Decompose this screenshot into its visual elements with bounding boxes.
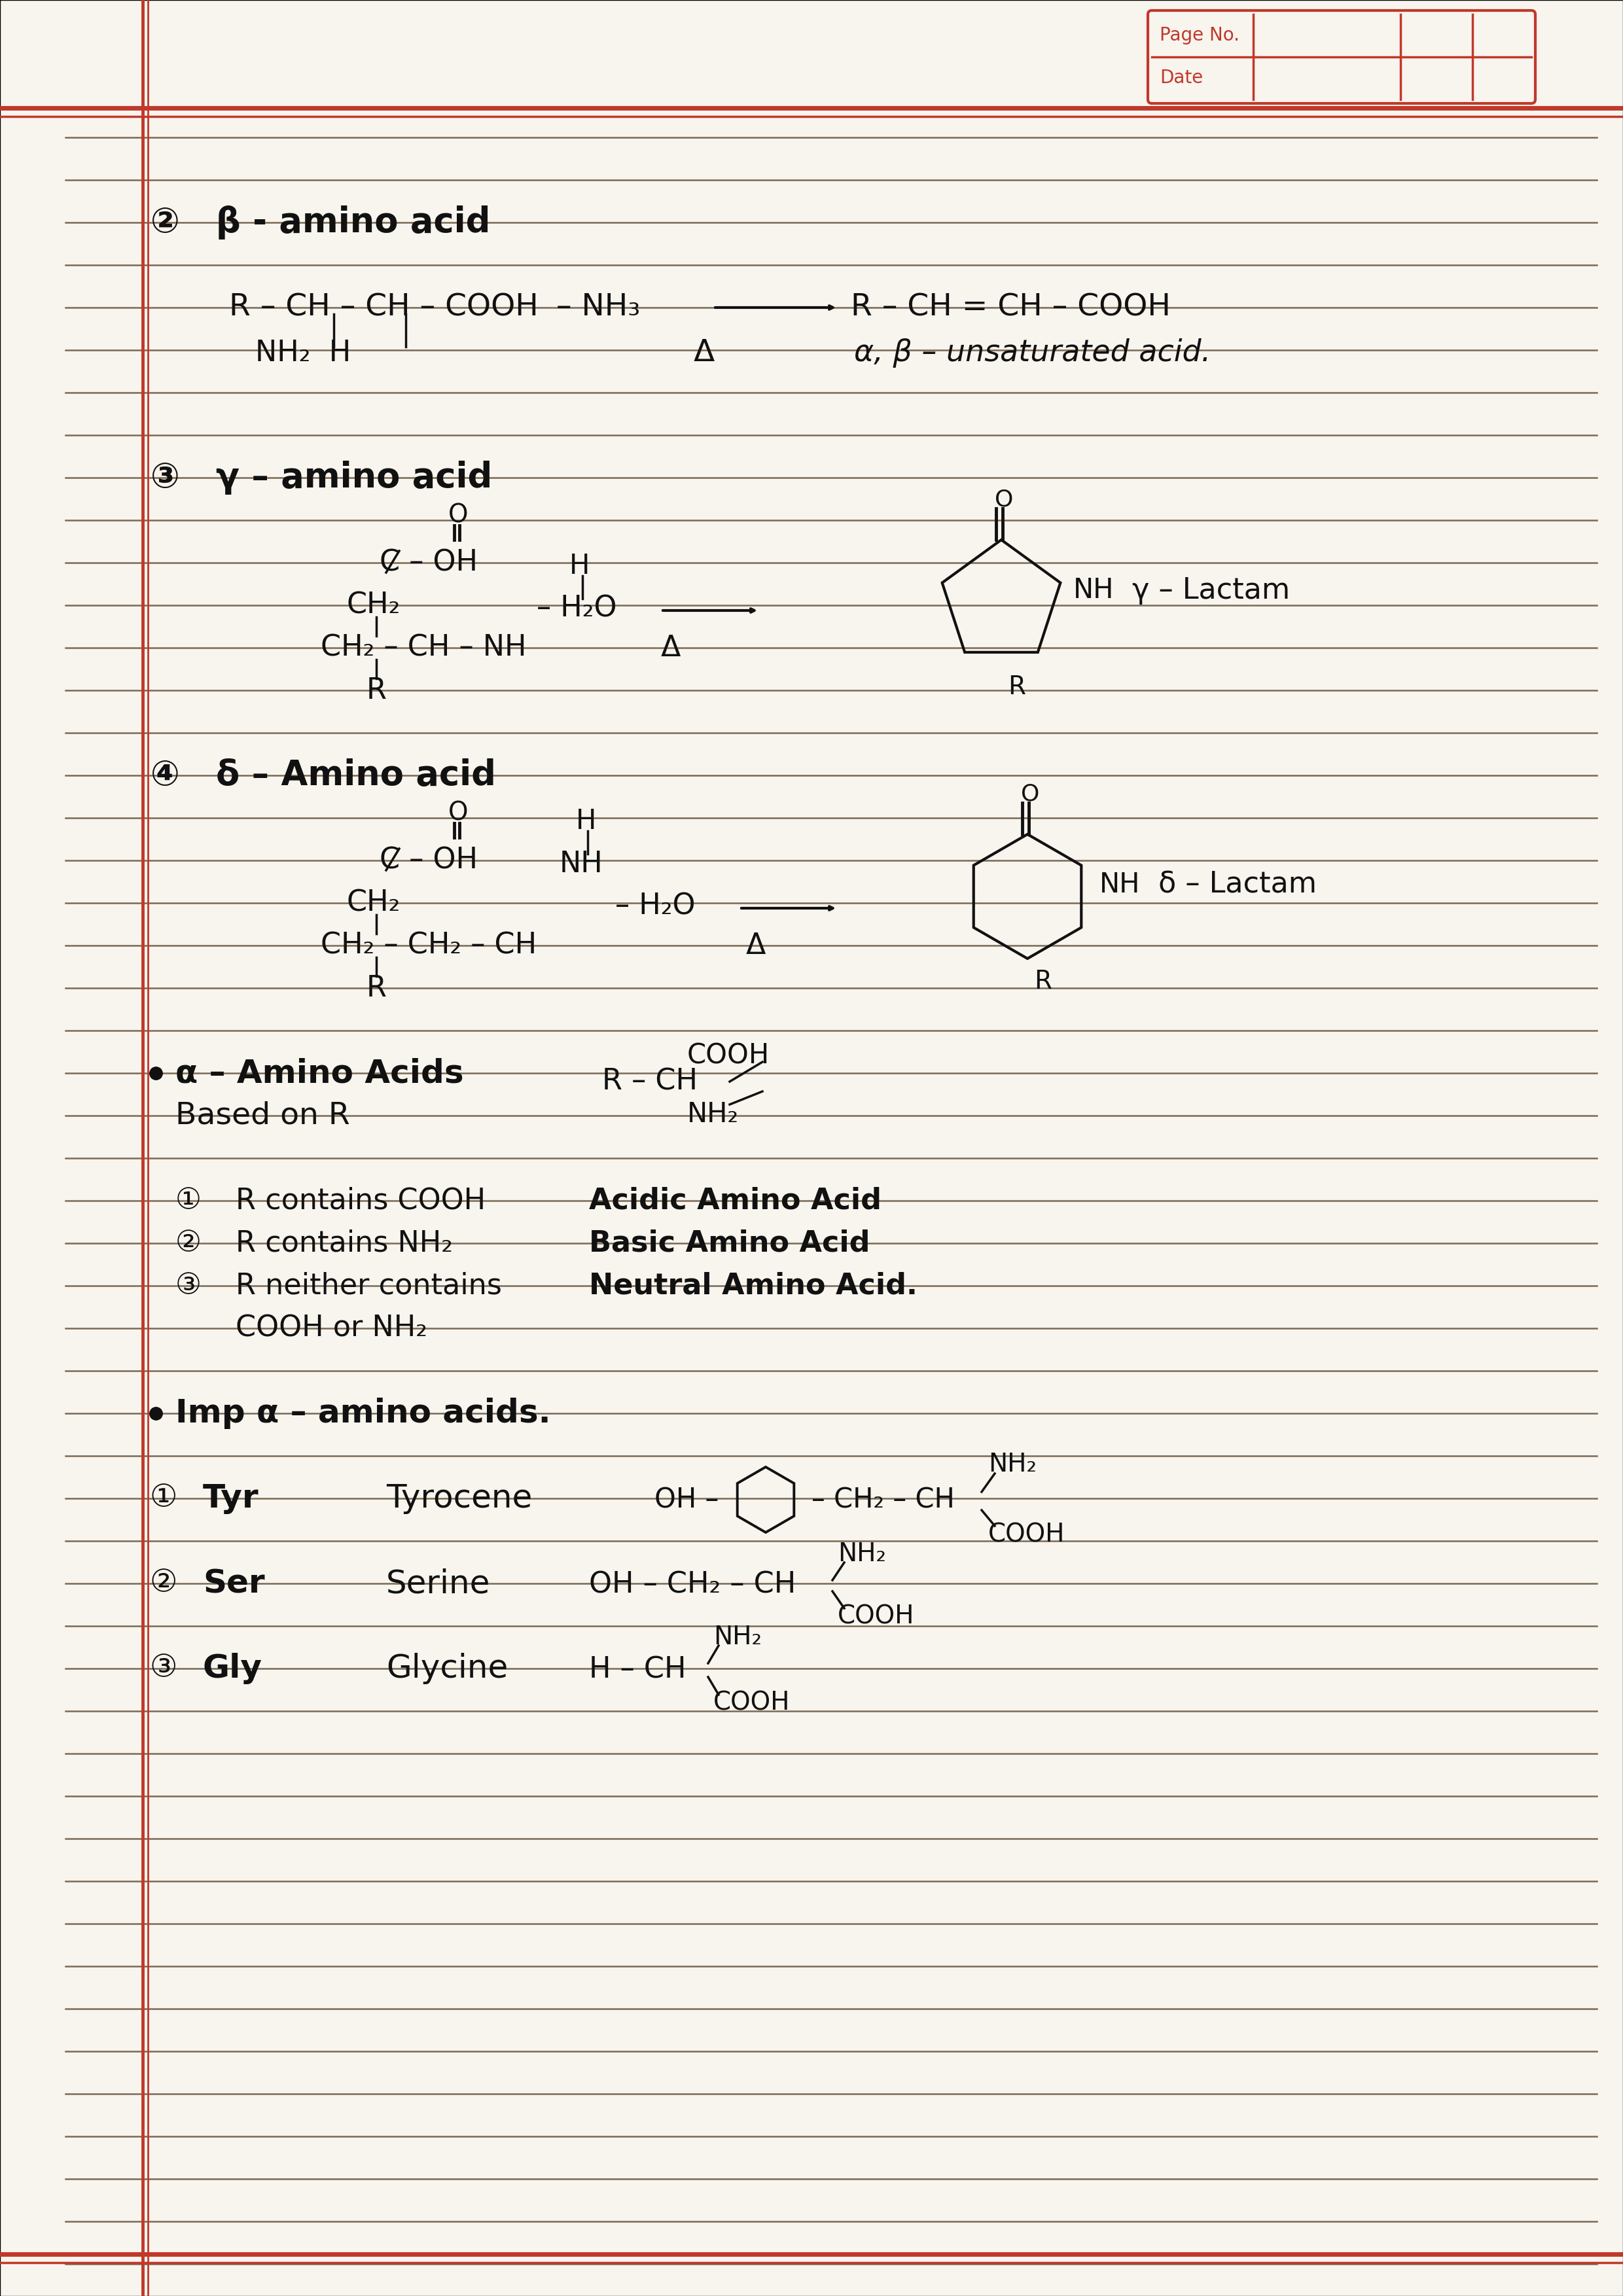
- Text: NH: NH: [560, 850, 604, 877]
- Text: ③: ③: [175, 1272, 201, 1300]
- Text: COOH: COOH: [988, 1522, 1065, 1548]
- Text: O: O: [1021, 783, 1039, 806]
- Text: δ – Lactam: δ – Lactam: [1159, 870, 1316, 898]
- Text: – CH₂ – CH: – CH₂ – CH: [812, 1486, 954, 1513]
- Text: Δ: Δ: [661, 634, 682, 661]
- Text: R – CH: R – CH: [602, 1068, 698, 1095]
- Text: Tyr: Tyr: [203, 1483, 260, 1513]
- Text: CH₂: CH₂: [347, 889, 401, 916]
- Text: ④: ④: [151, 758, 180, 792]
- Text: Tyrocene: Tyrocene: [386, 1483, 532, 1513]
- Text: NH: NH: [1099, 870, 1141, 898]
- Text: Serine: Serine: [386, 1568, 490, 1598]
- Text: R: R: [367, 677, 386, 705]
- Text: ②: ②: [151, 204, 180, 239]
- Text: ①: ①: [175, 1187, 201, 1215]
- Text: R – CH – CH – COOH: R – CH – CH – COOH: [229, 294, 539, 321]
- Text: R – CH = CH – COOH: R – CH = CH – COOH: [850, 294, 1170, 321]
- Text: COOH: COOH: [837, 1603, 915, 1628]
- Text: ②: ②: [149, 1568, 177, 1598]
- Text: Gly: Gly: [203, 1653, 263, 1685]
- Text: γ – Lactam: γ – Lactam: [1133, 576, 1290, 604]
- Text: C – OH: C – OH: [380, 847, 477, 875]
- Text: Basic Amino Acid: Basic Amino Acid: [589, 1228, 870, 1258]
- Text: R: R: [367, 974, 386, 1001]
- Text: Page No.: Page No.: [1160, 25, 1240, 44]
- Text: Acidic Amino Acid: Acidic Amino Acid: [589, 1187, 881, 1215]
- Text: NH₂: NH₂: [714, 1626, 761, 1649]
- Text: δ – Amino acid: δ – Amino acid: [216, 758, 497, 792]
- Text: Ser: Ser: [203, 1568, 265, 1598]
- Text: Imp α – amino acids.: Imp α – amino acids.: [175, 1398, 550, 1428]
- Text: R contains NH₂: R contains NH₂: [235, 1228, 453, 1258]
- Text: H: H: [576, 808, 596, 836]
- Text: – NH₃: – NH₃: [557, 294, 639, 321]
- Text: R: R: [1008, 675, 1026, 700]
- Text: OH – CH₂ – CH: OH – CH₂ – CH: [589, 1570, 795, 1598]
- Text: NH₂: NH₂: [988, 1451, 1037, 1476]
- Text: COOH: COOH: [687, 1042, 769, 1070]
- Text: Neutral Amino Acid.: Neutral Amino Acid.: [589, 1272, 917, 1300]
- Text: ③: ③: [149, 1653, 177, 1683]
- Text: α – Amino Acids: α – Amino Acids: [175, 1058, 464, 1088]
- Text: C – OH: C – OH: [380, 549, 477, 576]
- Text: CH₂ – CH – NH: CH₂ – CH – NH: [321, 634, 526, 661]
- Text: R neither contains: R neither contains: [235, 1272, 502, 1300]
- Text: ③: ③: [151, 461, 180, 494]
- Text: – H₂O: – H₂O: [537, 595, 617, 622]
- Text: NH₂  H: NH₂ H: [255, 340, 351, 367]
- Text: α, β – unsaturated acid.: α, β – unsaturated acid.: [854, 338, 1211, 367]
- Text: O: O: [448, 503, 469, 528]
- Text: β - amino acid: β - amino acid: [216, 204, 490, 239]
- Text: CH₂: CH₂: [347, 590, 401, 620]
- Text: H: H: [570, 553, 589, 579]
- Text: COOH or NH₂: COOH or NH₂: [235, 1313, 427, 1343]
- Text: – H₂O: – H₂O: [615, 893, 695, 921]
- Text: OH –: OH –: [654, 1486, 719, 1513]
- Text: R: R: [1034, 969, 1052, 994]
- Text: Based on R: Based on R: [175, 1100, 351, 1130]
- Text: CH₂ – CH₂ – CH: CH₂ – CH₂ – CH: [321, 932, 537, 960]
- Text: Glycine: Glycine: [386, 1653, 508, 1685]
- Text: ①: ①: [149, 1483, 177, 1513]
- Text: O: O: [995, 489, 1013, 510]
- Text: NH₂: NH₂: [687, 1100, 738, 1127]
- Text: O: O: [448, 801, 469, 824]
- Text: NH: NH: [1073, 576, 1113, 604]
- Text: COOH: COOH: [714, 1690, 790, 1715]
- Text: Δ: Δ: [693, 338, 714, 367]
- Text: R contains COOH: R contains COOH: [235, 1187, 485, 1215]
- Text: H – CH: H – CH: [589, 1655, 687, 1683]
- Text: Date: Date: [1160, 69, 1203, 87]
- Text: γ – amino acid: γ – amino acid: [216, 461, 492, 494]
- Text: ②: ②: [175, 1228, 201, 1258]
- Text: Δ: Δ: [747, 932, 766, 960]
- Text: NH₂: NH₂: [837, 1541, 886, 1566]
